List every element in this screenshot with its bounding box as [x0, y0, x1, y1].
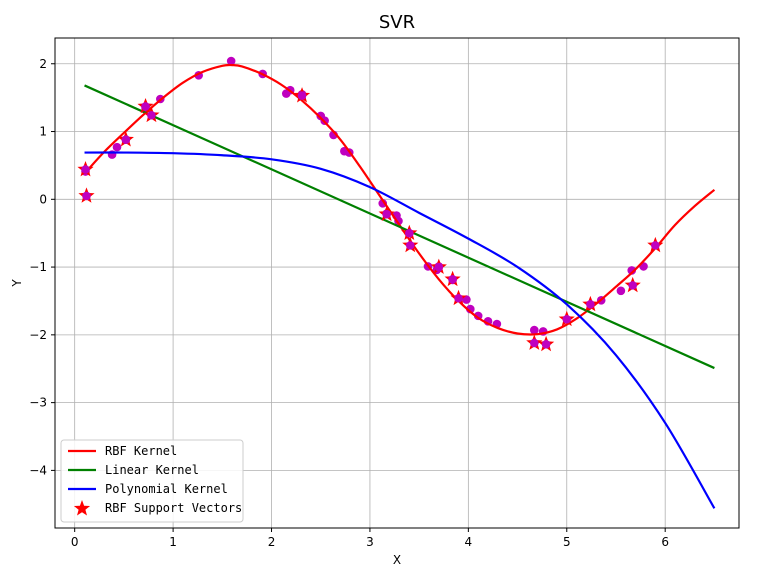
legend-linear-label: Linear Kernel — [105, 463, 199, 477]
support-vector-point — [628, 281, 638, 290]
legend-support-vector-label: RBF Support Vectors — [105, 501, 242, 515]
support-vector-point — [434, 262, 444, 272]
support-vector-point — [454, 293, 463, 303]
data-point — [112, 142, 122, 152]
x-tick-label: 5 — [563, 535, 571, 549]
x-tick-label: 6 — [661, 535, 669, 549]
y-axis-label: Y — [10, 279, 24, 288]
support-vector-point — [405, 241, 415, 250]
plot-layer — [77, 56, 716, 509]
support-vector-point — [141, 102, 150, 111]
support-vector-point — [382, 209, 391, 219]
support-vector-point — [121, 135, 131, 144]
legend-poly-label: Polynomial Kernel — [105, 482, 228, 496]
support-vector-point — [541, 340, 551, 349]
data-point — [226, 56, 236, 66]
tick-layer: 0 1 2 3 4 5 6 −4 −3 −2 −1 0 1 2 — [29, 57, 669, 549]
y-tick-label: 2 — [39, 57, 47, 71]
chart-title: SVR — [379, 12, 415, 33]
polynomial-kernel-line — [84, 151, 716, 509]
support-vector-point — [82, 191, 91, 201]
legend-rbf-label: RBF Kernel — [105, 444, 177, 458]
y-tick-label: 0 — [39, 192, 47, 206]
y-tick-label: −4 — [29, 463, 47, 477]
x-tick-label: 0 — [71, 535, 79, 549]
x-axis-label: X — [393, 553, 401, 567]
legend-box — [60, 439, 244, 523]
x-tick-label: 3 — [366, 535, 374, 549]
support-vector-point — [405, 228, 414, 238]
rbf-kernel-line — [83, 63, 716, 336]
support-vector-point — [297, 91, 307, 100]
support-vector-point — [529, 338, 539, 348]
x-tick-label: 2 — [268, 535, 276, 549]
legend-support-vector-marker — [73, 500, 91, 516]
linear-kernel-line — [84, 84, 715, 370]
data-point — [627, 266, 637, 275]
y-tick-label: −3 — [29, 396, 47, 410]
x-tick-label: 1 — [169, 535, 177, 549]
y-tick-label: −2 — [29, 328, 47, 342]
support-vector-point — [147, 110, 156, 120]
x-tick-label: 4 — [465, 535, 473, 549]
support-vector-point — [81, 165, 90, 174]
y-tick-label: −1 — [29, 260, 47, 274]
data-point — [616, 286, 626, 296]
support-vector-point — [562, 314, 572, 324]
y-tick-label: 1 — [39, 125, 47, 139]
support-vector-point — [586, 300, 595, 309]
support-vector-point — [448, 274, 457, 284]
plot-frame — [54, 37, 740, 529]
legend: RBF Kernel Linear Kernel Polynomial Kern… — [60, 439, 244, 523]
support-vector-point — [651, 241, 660, 250]
data-point — [378, 199, 388, 208]
data-point — [529, 325, 539, 335]
